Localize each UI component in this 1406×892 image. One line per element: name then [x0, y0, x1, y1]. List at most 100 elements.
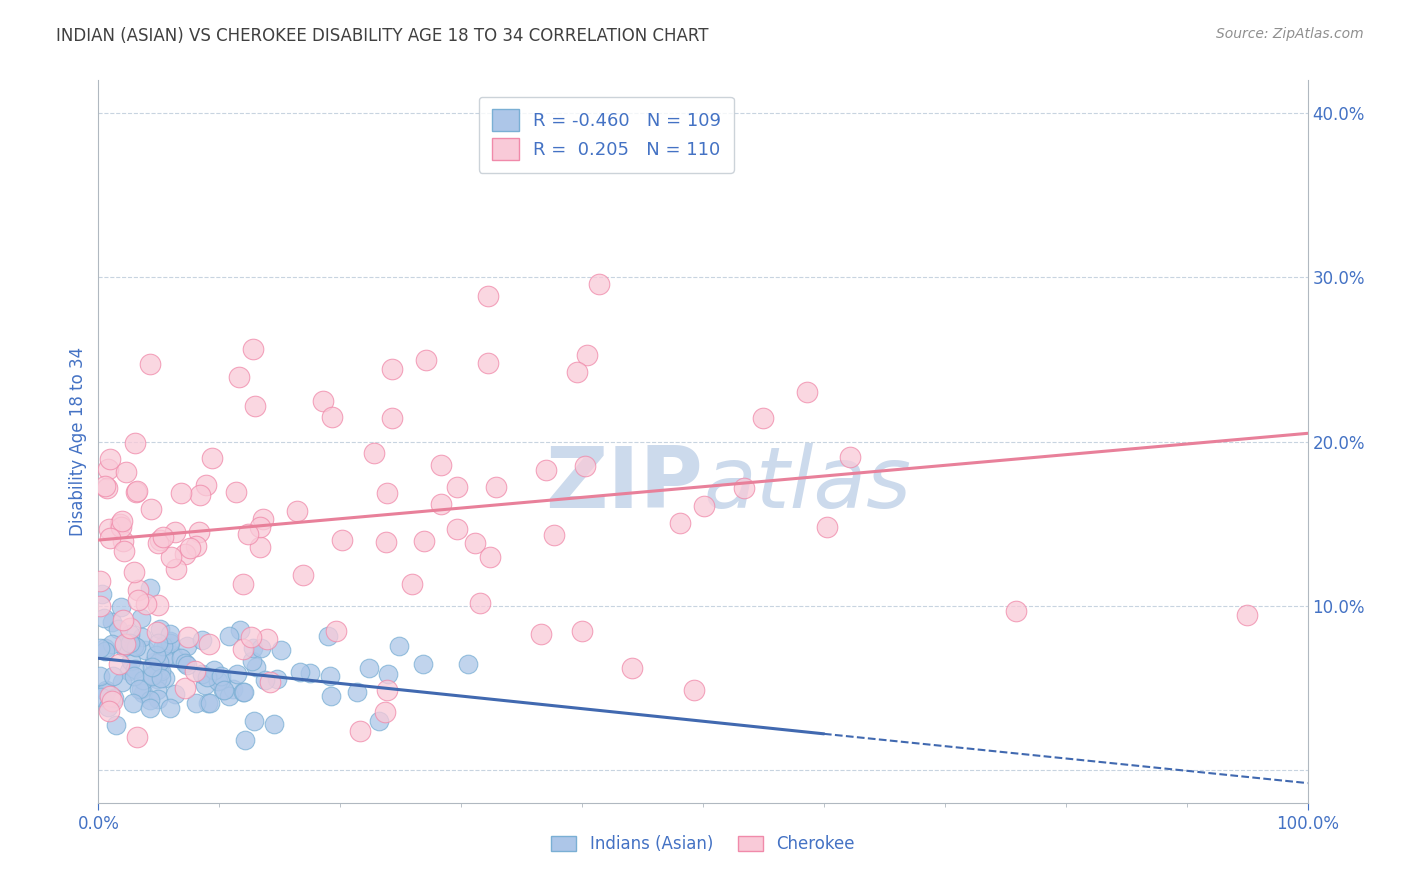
Point	[118, 626, 141, 640]
Point	[97, 705, 120, 719]
Point	[374, 535, 396, 549]
Point	[374, 706, 396, 720]
Point	[321, 409, 343, 424]
Point	[198, 697, 221, 711]
Point	[125, 730, 148, 744]
Point	[184, 697, 207, 711]
Point	[815, 520, 838, 534]
Text: ZIP: ZIP	[546, 443, 703, 526]
Point	[565, 365, 588, 379]
Point	[90, 690, 112, 704]
Text: INDIAN (ASIAN) VS CHEROKEE DISABILITY AGE 18 TO 34 CORRELATION CHART: INDIAN (ASIAN) VS CHEROKEE DISABILITY AG…	[56, 27, 709, 45]
Point	[266, 672, 288, 686]
Point	[240, 654, 263, 668]
Point	[375, 683, 398, 698]
Point	[839, 450, 862, 464]
Point	[209, 669, 232, 683]
Point	[111, 675, 134, 690]
Point	[98, 452, 121, 467]
Point	[149, 671, 172, 685]
Point	[118, 621, 141, 635]
Point	[94, 644, 117, 658]
Point	[148, 663, 170, 677]
Point	[359, 661, 381, 675]
Point	[91, 587, 114, 601]
Point	[270, 643, 292, 657]
Point	[194, 678, 217, 692]
Point	[457, 657, 479, 671]
Point	[97, 462, 120, 476]
Point	[312, 393, 335, 408]
Point	[165, 524, 187, 539]
Point	[148, 655, 170, 669]
Point	[194, 477, 217, 491]
Point	[129, 611, 152, 625]
Point	[134, 642, 156, 657]
Point	[159, 700, 181, 714]
Point	[101, 637, 124, 651]
Point	[228, 370, 250, 384]
Point	[368, 714, 391, 728]
Point	[101, 615, 124, 629]
Point	[534, 463, 557, 477]
Legend: Indians (Asian), Cherokee: Indians (Asian), Cherokee	[544, 828, 862, 860]
Point	[256, 632, 278, 647]
Point	[108, 517, 131, 532]
Point	[160, 549, 183, 564]
Point	[236, 527, 259, 541]
Point	[112, 544, 135, 558]
Point	[576, 348, 599, 362]
Point	[141, 669, 163, 683]
Point	[232, 684, 254, 698]
Point	[125, 484, 148, 499]
Point	[588, 277, 610, 291]
Point	[89, 640, 111, 655]
Point	[118, 664, 141, 678]
Point	[152, 651, 174, 665]
Point	[124, 661, 146, 675]
Point	[401, 576, 423, 591]
Point	[332, 533, 354, 547]
Point	[94, 641, 117, 656]
Point	[139, 692, 162, 706]
Point	[184, 540, 207, 554]
Point	[135, 597, 157, 611]
Point	[104, 718, 127, 732]
Point	[110, 600, 132, 615]
Point	[93, 479, 115, 493]
Y-axis label: Disability Age 18 to 34: Disability Age 18 to 34	[69, 347, 87, 536]
Point	[120, 654, 142, 668]
Point	[98, 690, 121, 704]
Point	[240, 630, 263, 644]
Point	[242, 342, 264, 356]
Point	[249, 540, 271, 554]
Point	[155, 671, 177, 685]
Point	[188, 524, 211, 539]
Point	[221, 682, 243, 697]
Point	[346, 685, 368, 699]
Point	[139, 581, 162, 595]
Point	[530, 626, 553, 640]
Point	[97, 700, 120, 714]
Point	[243, 399, 266, 413]
Point	[114, 637, 136, 651]
Point	[202, 663, 225, 677]
Point	[122, 668, 145, 682]
Point	[381, 362, 404, 376]
Point	[464, 536, 486, 550]
Point	[177, 630, 200, 644]
Point	[145, 672, 167, 686]
Point	[139, 357, 162, 371]
Point	[259, 675, 281, 690]
Point	[146, 625, 169, 640]
Point	[198, 637, 221, 651]
Point	[211, 682, 233, 697]
Point	[207, 673, 229, 688]
Point	[174, 547, 197, 561]
Point	[478, 549, 501, 564]
Point	[243, 714, 266, 728]
Point	[1004, 603, 1026, 617]
Point	[122, 565, 145, 579]
Point	[209, 673, 232, 687]
Point	[375, 485, 398, 500]
